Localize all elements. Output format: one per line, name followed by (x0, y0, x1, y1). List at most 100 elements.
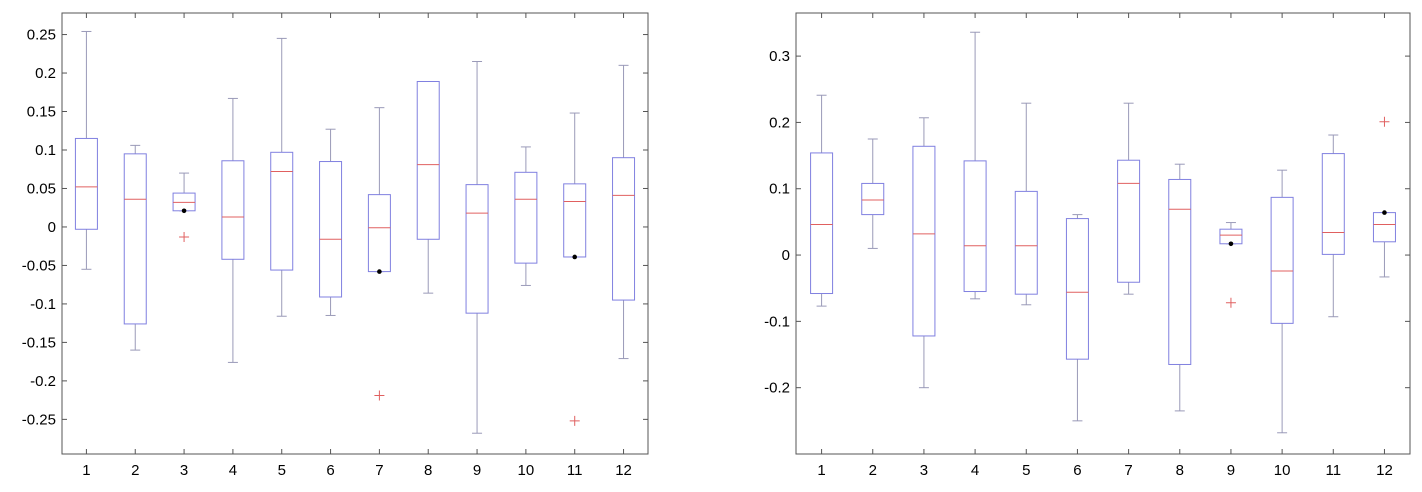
x-tick-label: 4 (971, 462, 979, 479)
box-iqr (221, 160, 245, 260)
box-10 (514, 146, 538, 286)
box-4 (963, 31, 987, 300)
box-2 (123, 144, 147, 351)
x-tick-label: 7 (375, 462, 383, 479)
y-tick-label: -0.25 (22, 411, 56, 428)
y-tick-label: -0.1 (764, 313, 790, 330)
x-tick-label: 9 (1227, 462, 1235, 479)
box-iqr (367, 194, 391, 273)
box-9 (465, 60, 489, 434)
box-iqr (74, 137, 98, 230)
outlier-marker (569, 415, 580, 426)
box-iqr (861, 182, 885, 216)
box-iqr (465, 184, 489, 314)
y-tick-label: 0.05 (27, 180, 56, 197)
y-tick-label: -0.2 (764, 380, 790, 397)
y-tick-label: 0.15 (27, 104, 56, 121)
box-iqr (1321, 153, 1345, 255)
box-8 (416, 80, 440, 294)
box-6 (1065, 214, 1089, 422)
plot-panel-1: 0.25 0.2 0.15 0.1 0.05 0 -0.05 -0.1 -0.15 -0.2 -0.… (22, 12, 649, 479)
x-tick-label: 7 (1124, 462, 1132, 479)
data-point (1228, 241, 1234, 247)
x-tick-label: 10 (1274, 462, 1291, 479)
outlier-marker (1225, 297, 1236, 308)
box-11 (1321, 134, 1345, 318)
box-iqr (270, 151, 294, 271)
box-12 (1372, 116, 1396, 278)
x-tick-label: 2 (869, 462, 877, 479)
box-iqr (563, 183, 587, 258)
outlier-marker (1379, 116, 1390, 127)
plot-frame (795, 12, 1411, 455)
box-1 (74, 30, 98, 270)
box-3 (912, 117, 936, 389)
x-tick-label: 6 (326, 462, 334, 479)
y-tick-label: -0.05 (22, 257, 56, 274)
box-iqr (319, 161, 343, 298)
outlier-marker (374, 390, 385, 401)
x-tick-label: 4 (229, 462, 237, 479)
box-12 (612, 64, 636, 360)
data-point (181, 208, 187, 214)
box-10 (1270, 169, 1294, 434)
box-iqr (123, 153, 147, 325)
y-tick-label: 0.2 (769, 114, 790, 131)
y-tick-label: 0.2 (35, 65, 56, 82)
y-tick-label: -0.2 (30, 373, 56, 390)
x-tick-label: 10 (518, 462, 535, 479)
x-tick-label: 8 (1176, 462, 1184, 479)
x-tick-label: 5 (278, 462, 286, 479)
box-iqr (912, 145, 936, 337)
x-tick-label: 1 (82, 462, 90, 479)
x-tick-label: 3 (920, 462, 928, 479)
x-tick-label: 8 (424, 462, 432, 479)
y-tick-label: 0.25 (27, 27, 56, 44)
box-iqr (1168, 178, 1192, 365)
x-tick-label: 2 (131, 462, 139, 479)
box-7 (367, 107, 391, 401)
x-tick-label: 3 (180, 462, 188, 479)
x-tick-label: 11 (567, 462, 583, 479)
x-tick-label: 9 (473, 462, 481, 479)
y-tick-label: 0.1 (35, 142, 56, 159)
box-6 (319, 128, 343, 316)
box-3 (172, 172, 196, 242)
y-tick-label: 0 (782, 247, 790, 264)
y-tick-label: 0.3 (769, 48, 790, 65)
box-7 (1117, 102, 1141, 295)
box-iqr (1117, 159, 1141, 283)
data-point (572, 254, 578, 260)
box-iqr (514, 171, 538, 264)
box-5 (270, 37, 294, 317)
box-11 (563, 112, 587, 426)
x-tick-label: 12 (1376, 462, 1393, 479)
y-tick-label: -0.1 (30, 296, 56, 313)
x-tick-label: 6 (1073, 462, 1081, 479)
box-4 (221, 97, 245, 363)
box-iqr (1372, 212, 1396, 243)
box-1 (810, 94, 834, 307)
outlier-marker (179, 231, 190, 242)
box-iqr (963, 160, 987, 293)
box-iqr (810, 152, 834, 295)
y-tick-label: -0.15 (22, 334, 56, 351)
box-iqr (1270, 196, 1294, 324)
plot-panel-2: 0.30.20.10-0.1-0.21 2 3 4 5 6 7 8 9 10 11 12 (764, 12, 1411, 479)
box-iqr (1014, 190, 1038, 295)
data-point (377, 269, 382, 274)
x-tick-label: 5 (1022, 462, 1030, 479)
y-tick-label: 0 (48, 219, 56, 236)
x-tick-label: 11 (1325, 462, 1341, 479)
box-5 (1014, 102, 1038, 306)
x-tick-label: 12 (615, 462, 632, 479)
box-8 (1168, 163, 1192, 412)
box-iqr (416, 80, 440, 240)
box-2 (861, 138, 885, 249)
plot-frame (61, 12, 649, 455)
x-tick-label: 1 (817, 462, 825, 479)
y-tick-label: 0.1 (769, 181, 790, 198)
box-iqr (1065, 218, 1089, 360)
box-iqr (612, 157, 636, 301)
